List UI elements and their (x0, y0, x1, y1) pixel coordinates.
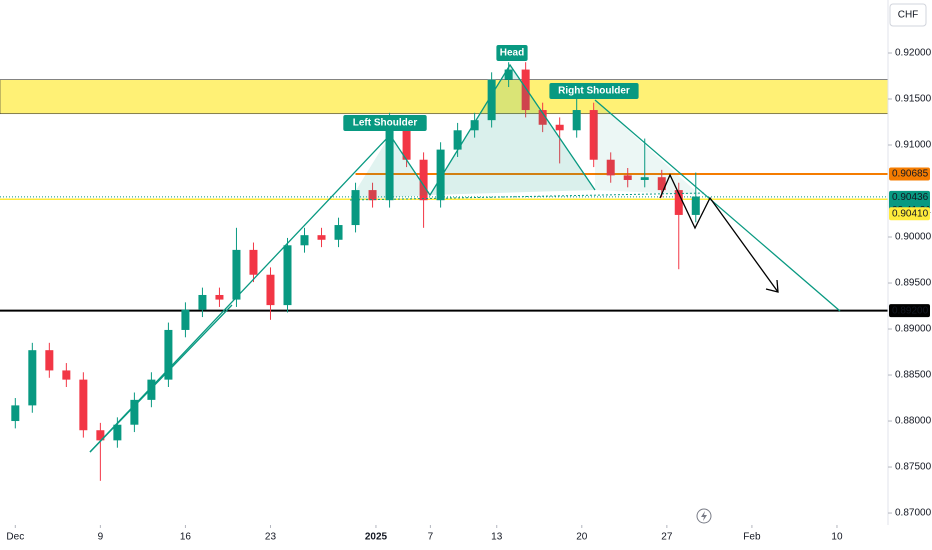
pattern-drawings (89, 63, 841, 453)
candle-body (113, 424, 122, 441)
candle-body (504, 69, 513, 80)
x-tick-label: 20 (576, 532, 588, 543)
candle-body (215, 294, 224, 300)
candle-body (674, 190, 683, 215)
candle-body (317, 235, 326, 240)
candle-body (657, 177, 666, 191)
candle-body (487, 79, 496, 121)
candle-body (147, 379, 156, 400)
candle-body (453, 130, 462, 150)
candle-body (11, 405, 20, 422)
annotation-label: Head (500, 48, 524, 59)
candles (11, 62, 700, 481)
candle-body (79, 379, 88, 431)
x-tick-label: 2025 (365, 532, 388, 543)
annotations: Left Shoulder Head Right Shoulder (343, 45, 639, 131)
price-badge-label: 0.90436 (892, 192, 929, 203)
axes: 0.92000 0.91500 0.91000 0.90000 0.89500 0.890… (6, 48, 931, 543)
price-badge (889, 207, 930, 221)
y-tick-label: 0.91000 (895, 140, 932, 151)
x-tick-label: 27 (661, 532, 673, 543)
annotation-label: Right Shoulder (558, 86, 630, 97)
candle-body (181, 309, 190, 330)
candle-body (572, 110, 581, 131)
supply-zone (0, 79, 889, 115)
y-tick-label: 0.91500 (895, 94, 932, 105)
x-tick-label: 7 (428, 532, 434, 543)
right-shoulder-line (594, 99, 841, 312)
currency: CHF (898, 10, 919, 21)
candle-body (28, 350, 37, 406)
price-badge-label: 0.90685 (892, 169, 929, 180)
y-tick-label: 0.92000 (895, 48, 932, 59)
candle-body (45, 350, 54, 371)
candle-body (555, 124, 564, 131)
candle-body (623, 175, 632, 180)
x-tick-label: 23 (265, 532, 277, 543)
candle-body (402, 130, 411, 160)
y-tick-label: 0.87500 (895, 462, 932, 473)
candle-body (606, 159, 615, 176)
currency-box[interactable] (889, 3, 927, 27)
candle-body (589, 110, 598, 160)
pattern-line (89, 63, 596, 453)
icon-bolt (701, 511, 707, 521)
candle-body (334, 225, 343, 240)
projection-path (659, 173, 779, 293)
y-tick-label: 0.88500 (895, 370, 932, 381)
candle-body (538, 110, 547, 125)
arrow-head (765, 279, 779, 293)
y-tick-label: 0.89000 (895, 324, 932, 335)
x-tick-label: 13 (491, 532, 503, 543)
trend-line (89, 304, 233, 453)
candle-body (164, 329, 173, 380)
price-badge-label: 0.90410 (892, 208, 929, 219)
candle-body (521, 69, 530, 111)
price-axis (888, 0, 932, 550)
x-tick-label: Dec (6, 532, 24, 543)
candle-body (368, 190, 377, 201)
candle-body (62, 370, 71, 380)
candle-body (470, 120, 479, 131)
candle-body (436, 149, 445, 201)
y-tick-label: 0.87000 (895, 508, 932, 519)
replay-icon[interactable] (696, 508, 712, 524)
x-tick-label: 16 (180, 532, 192, 543)
left-shoulder-area (350, 135, 430, 200)
candle-body (283, 245, 292, 306)
candle-body (249, 249, 258, 275)
annotation-label: Left Shoulder (353, 118, 418, 129)
icon-circle[interactable] (696, 508, 712, 524)
candle-body (691, 196, 700, 215)
candle-body (640, 177, 649, 180)
annotation-box (549, 83, 639, 99)
y-tick-label: 0.88000 (895, 416, 932, 427)
candle-body (351, 190, 360, 226)
price-badge (889, 167, 930, 181)
x-tick-label: 9 (98, 532, 104, 543)
candle-body (419, 159, 428, 201)
candle-body (300, 235, 309, 246)
right-shoulder-area (595, 100, 700, 195)
price-badge (889, 304, 930, 318)
neckline (349, 192, 706, 201)
x-tick-label: Feb (743, 532, 761, 543)
y-tick-label: 0.90000 (895, 232, 932, 243)
y-tick-label: 0.89500 (895, 278, 932, 289)
candle-body (232, 249, 241, 300)
annotation-box (496, 45, 528, 61)
candle-body (198, 294, 207, 310)
head-area (430, 65, 595, 195)
candle-body (96, 430, 105, 441)
price-badge-label: 0.89200 (892, 305, 929, 316)
x-tick-label: 10 (831, 532, 843, 543)
drawings-under (0, 79, 889, 312)
annotation-box (343, 115, 427, 131)
candle-body (130, 399, 139, 425)
candle-body (385, 130, 394, 201)
candle-body (266, 274, 275, 306)
